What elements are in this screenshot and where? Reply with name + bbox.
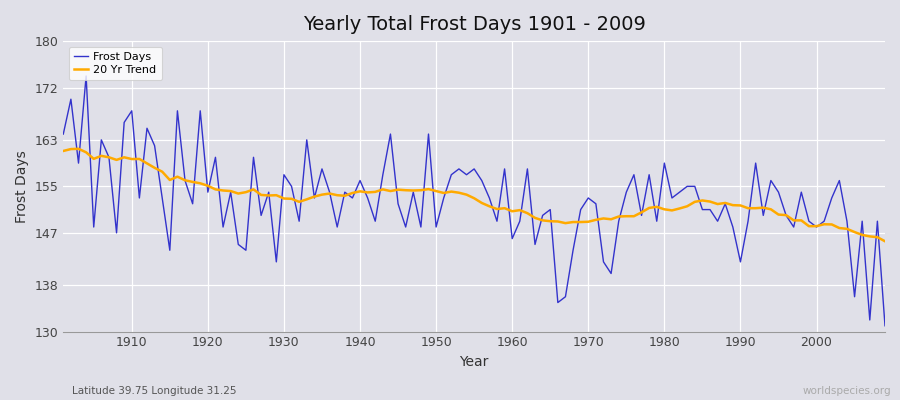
Y-axis label: Frost Days: Frost Days: [15, 150, 29, 223]
Frost Days: [81, 74, 92, 78]
Line: 20 Yr Trend: 20 Yr Trend: [63, 149, 885, 241]
20 Yr Trend: [339, 193, 350, 198]
20 Yr Trend: [126, 157, 137, 162]
Frost Days: [339, 190, 350, 194]
20 Yr Trend: [515, 208, 526, 212]
Frost Days: [515, 219, 526, 224]
Frost Days: [293, 219, 304, 224]
20 Yr Trend: [606, 217, 616, 222]
Text: worldspecies.org: worldspecies.org: [803, 386, 891, 396]
Line: Frost Days: Frost Days: [63, 76, 885, 326]
Frost Days: [126, 108, 137, 113]
Legend: Frost Days, 20 Yr Trend: Frost Days, 20 Yr Trend: [68, 47, 162, 80]
20 Yr Trend: [73, 146, 84, 151]
20 Yr Trend: [879, 239, 890, 244]
Frost Days: [507, 236, 517, 241]
Frost Days: [606, 271, 616, 276]
20 Yr Trend: [58, 148, 68, 153]
Title: Yearly Total Frost Days 1901 - 2009: Yearly Total Frost Days 1901 - 2009: [302, 15, 645, 34]
20 Yr Trend: [507, 209, 517, 214]
Text: Latitude 39.75 Longitude 31.25: Latitude 39.75 Longitude 31.25: [72, 386, 237, 396]
Frost Days: [879, 323, 890, 328]
Frost Days: [58, 132, 68, 136]
20 Yr Trend: [293, 200, 304, 204]
X-axis label: Year: Year: [460, 355, 489, 369]
